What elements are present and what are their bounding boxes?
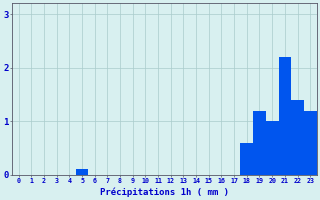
Bar	[253, 111, 266, 175]
Bar	[291, 100, 304, 175]
Bar	[304, 111, 316, 175]
Bar	[76, 169, 88, 175]
Bar	[278, 57, 291, 175]
X-axis label: Précipitations 1h ( mm ): Précipitations 1h ( mm )	[100, 187, 229, 197]
Bar	[240, 143, 253, 175]
Bar	[266, 121, 278, 175]
